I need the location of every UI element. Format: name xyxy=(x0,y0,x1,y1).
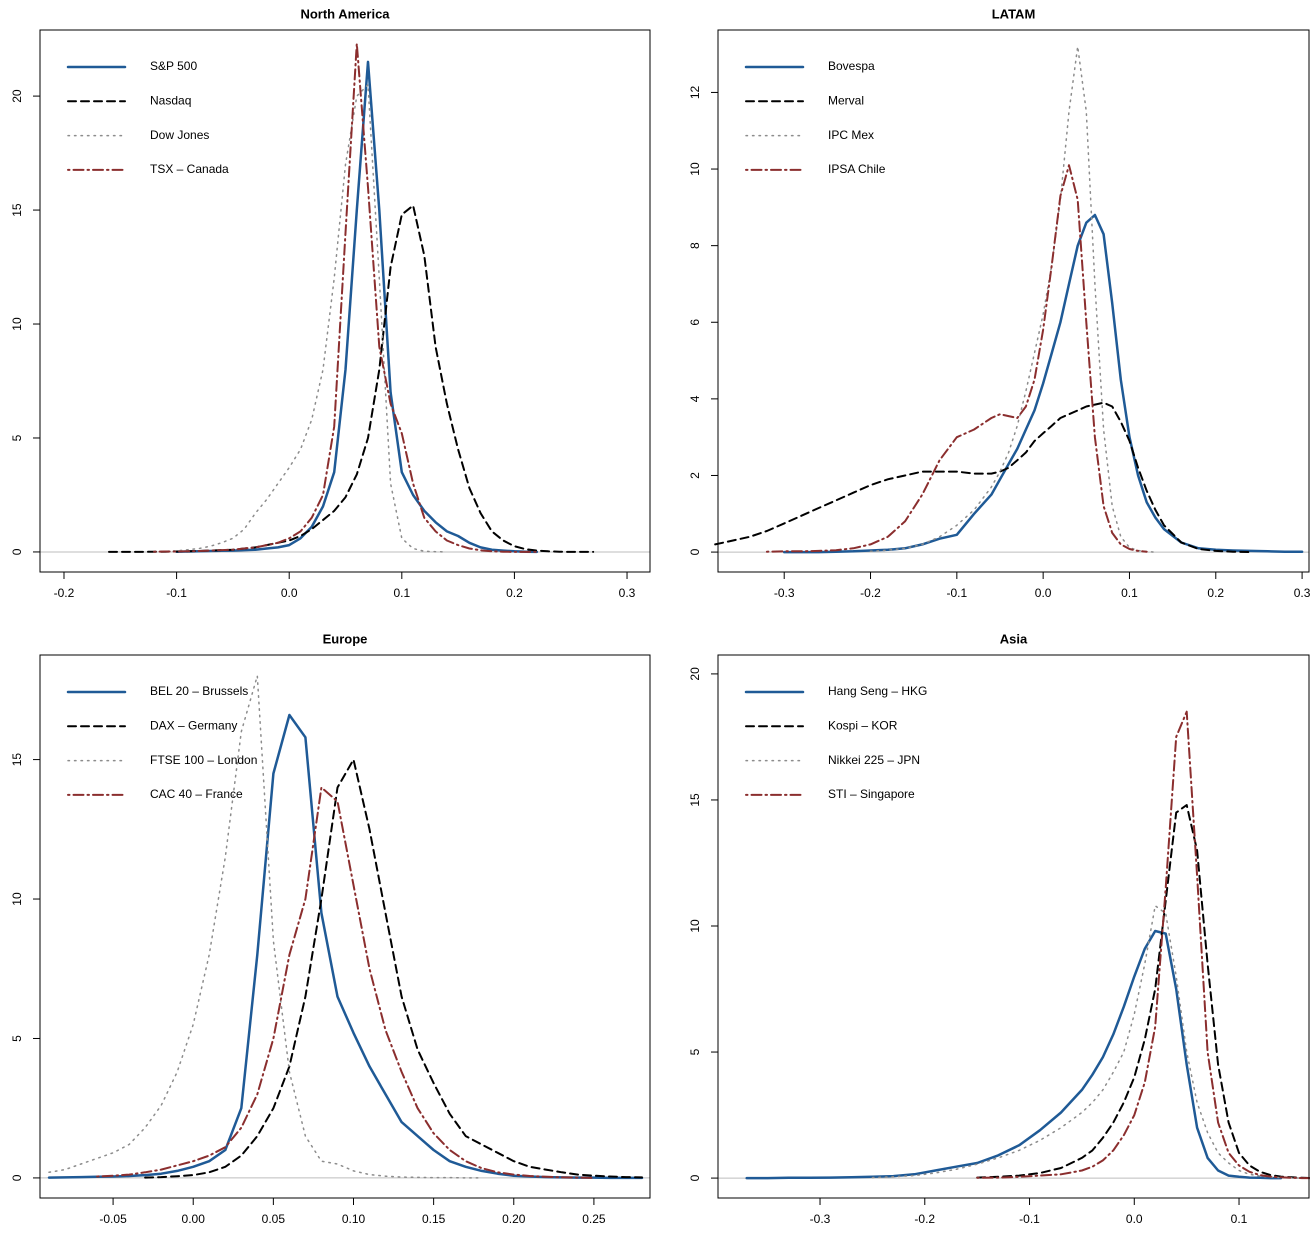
y-tick-label: 5 xyxy=(10,1035,24,1042)
y-tick-label: 10 xyxy=(688,919,702,933)
legend-label: Dow Jones xyxy=(150,128,209,142)
legend-label: Bovespa xyxy=(828,59,875,73)
panel-title: North America xyxy=(300,6,390,21)
legend-label: Nasdaq xyxy=(150,93,191,107)
y-tick-label: 12 xyxy=(688,85,702,99)
legend-label: Nikkei 225 – JPN xyxy=(828,753,920,767)
x-tick-label: 0.3 xyxy=(619,586,636,600)
density-line xyxy=(714,401,1252,554)
density-line xyxy=(765,164,1148,553)
x-tick-label: -0.1 xyxy=(166,586,187,600)
legend-label: Merval xyxy=(828,93,864,107)
x-tick-label: 0.2 xyxy=(1207,586,1224,600)
x-tick-label: -0.3 xyxy=(810,1212,831,1226)
density-line xyxy=(144,758,643,1179)
panel-title: Europe xyxy=(323,631,368,646)
plot-frame xyxy=(39,654,651,1199)
x-tick-label: 0.0 xyxy=(1035,586,1052,600)
panel-title: Asia xyxy=(1000,631,1028,646)
legend-label: CAC 40 – France xyxy=(150,787,243,801)
legend-label: BEL 20 – Brussels xyxy=(150,684,248,698)
y-tick-label: 0 xyxy=(688,548,702,555)
y-tick-label: 10 xyxy=(10,317,24,331)
y-tick-label: 15 xyxy=(10,203,24,217)
x-tick-label: -0.1 xyxy=(946,586,967,600)
legend-label: IPC Mex xyxy=(828,128,874,142)
y-tick-label: 6 xyxy=(688,319,702,326)
legend-label: Kospi – KOR xyxy=(828,718,898,732)
x-tick-label: 0.05 xyxy=(262,1212,286,1226)
panel: Asia -0.3 -0.2 -0.1 0.0 0.1 0 5 10 15 20 Hang Seng … xyxy=(688,631,1310,1226)
y-tick-label: 15 xyxy=(10,753,24,767)
density-line xyxy=(48,675,483,1179)
y-tick-label: 8 xyxy=(688,242,702,249)
density-line xyxy=(108,204,595,553)
density-line xyxy=(976,804,1310,1180)
y-tick-label: 10 xyxy=(10,892,24,906)
legend-label: STI – Singapore xyxy=(828,787,915,801)
density-line xyxy=(782,213,1304,554)
y-tick-label: 5 xyxy=(688,1048,702,1055)
legend-label: DAX – Germany xyxy=(150,718,237,732)
panel: North America -0.2 -0.1 0.0 0.1 0.2 0.3 0 5 10 15 2… xyxy=(10,6,651,600)
panel: LATAM -0.3 -0.2 -0.1 0.0 0.1 0.2 0.3 0 2 4 6 8 10 12 Bo… xyxy=(688,6,1310,600)
x-tick-label: 0.1 xyxy=(1121,586,1138,600)
x-tick-label: -0.3 xyxy=(774,586,795,600)
density-line xyxy=(869,45,1157,553)
y-tick-label: 20 xyxy=(688,667,702,681)
plot-frame xyxy=(717,654,1310,1199)
density-line xyxy=(47,713,644,1180)
density-line xyxy=(976,710,1310,1180)
y-tick-label: 5 xyxy=(10,434,24,441)
x-tick-label: 0.1 xyxy=(393,586,410,600)
legend-label: FTSE 100 – London xyxy=(150,753,257,767)
x-tick-label: -0.1 xyxy=(1019,1212,1040,1226)
x-tick-label: 0.3 xyxy=(1294,586,1310,600)
y-tick-label: 15 xyxy=(688,793,702,807)
y-tick-label: 20 xyxy=(10,89,24,103)
legend-label: S&P 500 xyxy=(150,59,197,73)
x-tick-label: 0.10 xyxy=(342,1212,366,1226)
x-tick-label: -0.2 xyxy=(914,1212,935,1226)
y-tick-label: 0 xyxy=(10,1174,24,1181)
x-tick-label: 0.20 xyxy=(502,1212,526,1226)
x-tick-label: 0.15 xyxy=(422,1212,446,1226)
y-tick-label: 2 xyxy=(688,472,702,479)
x-tick-label: 0.2 xyxy=(506,586,523,600)
density-line xyxy=(96,786,595,1179)
x-tick-label: 0.1 xyxy=(1231,1212,1248,1226)
y-tick-label: 10 xyxy=(688,162,702,176)
plot-frame xyxy=(717,29,1310,573)
panel: Europe -0.05 0.00 0.05 0.10 0.15 0.20 0.25 0 5 10 1… xyxy=(10,631,651,1226)
density-line xyxy=(871,905,1310,1179)
density-line xyxy=(153,42,538,553)
x-tick-label: 0.0 xyxy=(281,586,298,600)
x-tick-label: 0.0 xyxy=(1126,1212,1143,1226)
x-tick-label: -0.2 xyxy=(860,586,881,600)
x-tick-label: -0.2 xyxy=(54,586,75,600)
x-tick-label: 0.25 xyxy=(582,1212,606,1226)
plot-frame xyxy=(39,29,651,573)
density-line xyxy=(153,83,448,553)
y-tick-label: 0 xyxy=(688,1174,702,1181)
x-tick-label: -0.05 xyxy=(99,1212,127,1226)
density-line xyxy=(745,929,1283,1180)
y-tick-label: 0 xyxy=(10,548,24,555)
legend-label: IPSA Chile xyxy=(828,162,886,176)
x-tick-label: 0.00 xyxy=(182,1212,206,1226)
y-tick-label: 4 xyxy=(688,395,702,402)
density-line xyxy=(175,60,539,554)
panel-title: LATAM xyxy=(992,6,1036,21)
legend-label: TSX – Canada xyxy=(150,162,229,176)
legend-label: Hang Seng – HKG xyxy=(828,684,927,698)
